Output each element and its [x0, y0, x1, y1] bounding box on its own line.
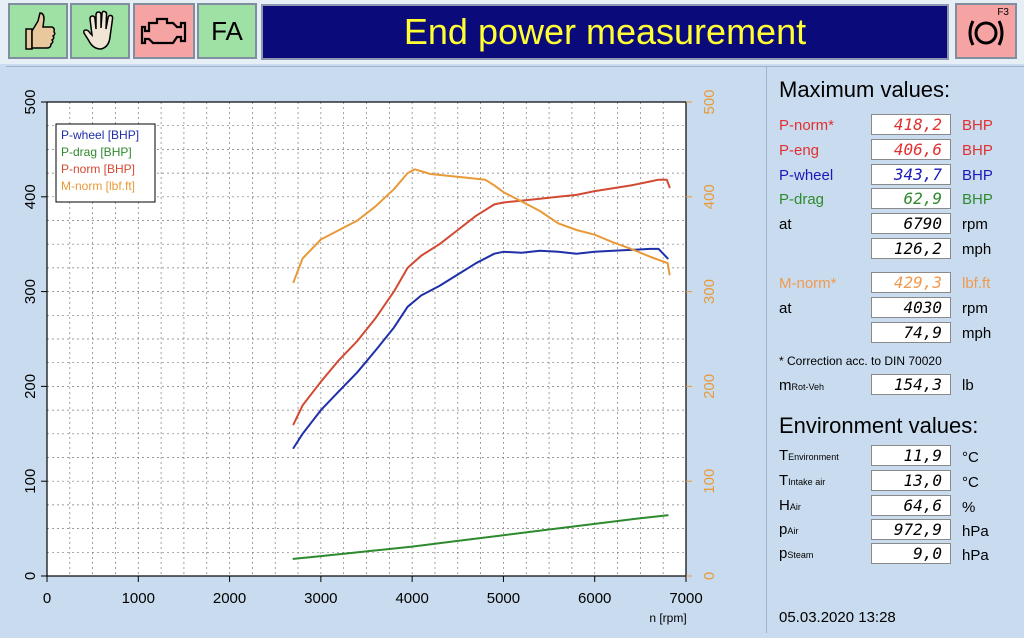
max-label-at: at — [779, 216, 792, 233]
plot-frame — [46, 101, 687, 577]
max-value-m-norm: 429,3 — [871, 272, 951, 293]
x-tick-label: 5000 — [487, 590, 520, 607]
x-axis-label: n [rpm] — [649, 611, 686, 625]
max-label-p-norm: P-norm* — [779, 117, 835, 134]
env-value-0: 11,9 — [871, 445, 951, 466]
max-value-p-wheel: 343,7 — [871, 164, 951, 185]
main-area: 0 1000 2000 3000 4000 5000 6000 7000 0 100 200 300 4… — [6, 66, 1024, 633]
y2-tick-label: 200 — [701, 374, 718, 399]
x-tick-label: 6000 — [578, 590, 611, 607]
series-line-3 — [292, 168, 671, 284]
legend-entry-2: P-norm [BHP] — [61, 162, 135, 176]
max-value-p-eng: 406,6 — [871, 139, 951, 160]
max-label-m-norm: M-norm* — [779, 275, 837, 292]
f3-label: F3 — [997, 7, 1009, 18]
thumbs-up-icon — [25, 12, 56, 50]
x-tick-label: 2000 — [213, 590, 246, 607]
env-value-3: 972,9 — [871, 519, 951, 540]
x-tick-label: 0 — [43, 590, 51, 607]
env-unit-2: % — [962, 499, 976, 516]
datetime: 05.03.2020 13:28 — [779, 609, 896, 626]
y-tick-label: 400 — [22, 184, 39, 209]
maximum-values-header: Maximum values: — [779, 77, 951, 102]
max-unit-p-drag: BHP — [962, 191, 993, 208]
correction-note: * Correction acc. to DIN 70020 — [779, 354, 942, 368]
f3-brake-button[interactable]: F3 — [955, 3, 1017, 59]
env-unit-3: hPa — [962, 523, 989, 540]
legend-entry-1: P-drag [BHP] — [61, 145, 132, 159]
max-unit-blank: mph — [962, 325, 992, 342]
max-label-at: at — [779, 300, 792, 317]
env-value-4: 9,0 — [871, 543, 951, 564]
values-panel: Maximum values: P-norm* 418,2 BHP P-eng 406,… — [776, 67, 1024, 633]
y2-tick-label: 0 — [701, 572, 718, 580]
env-value-2: 64,6 — [871, 495, 951, 516]
x-tick-label: 1000 — [122, 590, 155, 607]
max-value-at: 4030 — [871, 297, 951, 318]
max-label-p-drag: P-drag — [779, 191, 825, 208]
max-label-p-wheel: P-wheel — [779, 167, 834, 184]
env-label-1: TIntake air — [779, 472, 826, 489]
max-value-p-drag: 62,9 — [871, 188, 951, 209]
x-tick-label: 3000 — [304, 590, 337, 607]
max-unit-at: rpm — [962, 216, 988, 233]
engine-button[interactable] — [133, 3, 195, 59]
legend-entry-0: P-wheel [BHP] — [61, 128, 139, 142]
y-tick-label: 200 — [22, 374, 39, 399]
hand-icon — [83, 10, 114, 50]
max-value-blank: 74,9 — [871, 322, 951, 343]
max-value-at: 6790 — [871, 213, 951, 234]
max-unit-blank: mph — [962, 241, 992, 258]
max-unit-p-eng: BHP — [962, 142, 993, 159]
env-label-0: TEnvironment — [779, 447, 839, 464]
max-unit-p-wheel: BHP — [962, 167, 993, 184]
hand-stop-button[interactable] — [70, 3, 130, 59]
thumbs-up-button[interactable] — [8, 3, 68, 59]
y2-tick-label: 500 — [701, 89, 718, 114]
y-tick-label: 500 — [22, 89, 39, 114]
brake-disc-icon — [968, 20, 1004, 46]
legend-box — [55, 123, 156, 203]
env-unit-4: hPa — [962, 547, 989, 564]
chart-panel: 0 1000 2000 3000 4000 5000 6000 7000 0 100 200 300 4… — [6, 67, 767, 633]
mrot-label: mRot-Veh — [779, 377, 825, 394]
series-line-1 — [292, 514, 669, 560]
env-label-3: pAir — [779, 521, 799, 538]
env-value-1: 13,0 — [871, 470, 951, 491]
y-tick-label: 100 — [22, 469, 39, 494]
max-unit-p-norm: BHP — [962, 117, 993, 134]
x-tick-label: 7000 — [669, 590, 702, 607]
legend-entry-3: M-norm [lbf.ft] — [61, 179, 135, 193]
x-tick-label: 4000 — [395, 590, 428, 607]
max-value-blank: 126,2 — [871, 238, 951, 259]
mrot-unit: lb — [962, 377, 974, 394]
toolbar: FA End power measurement F3 — [0, 0, 1024, 64]
series-line-2 — [292, 178, 671, 426]
engine-icon — [140, 17, 187, 45]
y2-tick-label: 400 — [701, 184, 718, 209]
env-unit-1: °C — [962, 474, 979, 491]
max-label-p-eng: P-eng — [779, 142, 820, 159]
page-title: End power measurement — [403, 11, 807, 52]
max-unit-at: rpm — [962, 300, 988, 317]
y2-tick-label: 300 — [701, 279, 718, 304]
env-label-4: pSteam — [779, 545, 814, 562]
y-tick-label: 0 — [22, 572, 39, 580]
env-unit-0: °C — [962, 449, 979, 466]
env-label-2: HAir — [779, 497, 801, 514]
y2-tick-label: 100 — [701, 469, 718, 494]
environment-values-header: Environment values: — [779, 413, 979, 438]
series-line-0 — [292, 247, 669, 449]
max-unit-m-norm: lbf.ft — [962, 275, 991, 292]
y-tick-label: 300 — [22, 279, 39, 304]
fa-label: FA — [211, 15, 243, 46]
max-value-p-norm: 418,2 — [871, 114, 951, 135]
power-chart: 0 1000 2000 3000 4000 5000 6000 700001002003004… — [22, 89, 718, 625]
mrot-value: 154,3 — [871, 374, 951, 395]
title-bar: End power measurement — [261, 4, 949, 60]
fa-button[interactable]: FA — [197, 3, 257, 59]
